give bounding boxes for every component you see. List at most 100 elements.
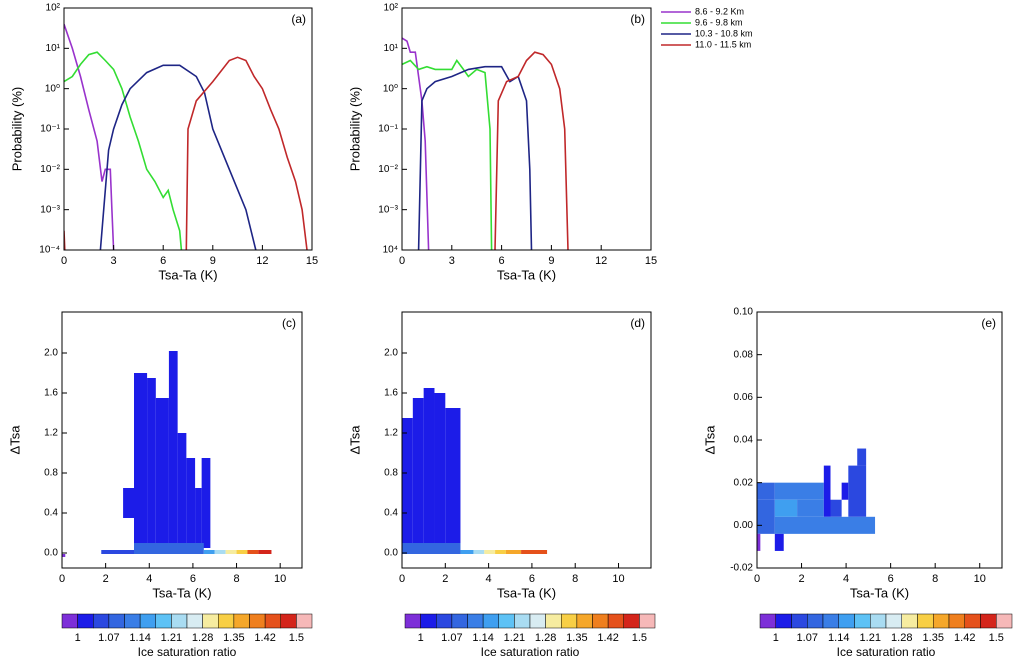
- colorbar-swatch: [296, 613, 313, 629]
- colorbar-swatch: [124, 613, 141, 629]
- x-tick-label: 12: [256, 255, 268, 267]
- x-tick-label: 10: [612, 573, 624, 585]
- colorbar-tick-label: 1.5: [632, 632, 647, 644]
- heatmap-cell: [473, 550, 485, 554]
- x-tick-label: 0: [61, 255, 67, 267]
- heatmap-cell: [460, 550, 474, 554]
- y-axis-title: ΔTsa: [347, 425, 362, 455]
- colorbar-swatch: [108, 613, 125, 629]
- y-tick-label: -0.02: [730, 563, 753, 574]
- y-tick-label: 1.6: [44, 388, 58, 399]
- y-tick-label: 10¹: [46, 43, 61, 54]
- y-tick-label: 1.2: [44, 428, 58, 439]
- colorbar-swatch: [822, 613, 839, 629]
- panel-label: (b): [630, 12, 645, 26]
- y-tick-label: 10²: [384, 3, 399, 14]
- panel-label: (d): [630, 316, 645, 330]
- y-axis-title: Probability (%): [347, 87, 362, 172]
- plot-frame: [401, 7, 652, 251]
- plot-frame: [401, 311, 652, 569]
- colorbar-swatch: [186, 613, 203, 629]
- x-tick-label: 10: [974, 573, 986, 585]
- series-line: [99, 64, 257, 250]
- panel: 0 3 6 9 12 15 10⁻⁴ 10⁻³ 10⁻² 10⁻¹ 10⁰ 10¹ 10² (a) Tsa-…: [9, 3, 318, 283]
- x-tick-label: 12: [595, 255, 607, 267]
- x-tick-label: 2: [798, 573, 804, 585]
- y-tick-label: 10⁻⁴: [39, 245, 60, 256]
- y-axis-title: ΔTsa: [702, 425, 717, 455]
- heatmap-cell: [123, 488, 134, 518]
- y-tick-label: 10⁻²: [378, 164, 398, 175]
- plot-frame: [61, 311, 303, 569]
- colorbar-swatch: [576, 613, 593, 629]
- colorbar-tick-label: 1.42: [954, 632, 975, 644]
- heatmap-cell: [797, 499, 824, 517]
- x-axis-title: Tsa-Ta (K): [497, 267, 556, 282]
- x-tick-label: 0: [754, 573, 760, 585]
- plot-area: [64, 23, 308, 250]
- colorbar-tick-label: 1: [75, 632, 81, 644]
- heatmap-cell: [774, 499, 798, 517]
- colorbar-label: Ice saturation ratio: [138, 645, 237, 659]
- series-line: [402, 59, 493, 250]
- y-tick-label: 0.8: [44, 468, 58, 479]
- y-tick-label: 10⁻³: [378, 204, 398, 215]
- heatmap-cell: [857, 448, 867, 466]
- colorbar-swatch: [467, 613, 484, 629]
- x-tick-label: 6: [499, 255, 505, 267]
- y-tick-label: 10⁻²: [40, 164, 60, 175]
- heatmap-cell: [62, 554, 66, 557]
- colorbar-swatch: [420, 613, 437, 629]
- legend-label: 9.6 - 9.8 km: [695, 17, 743, 27]
- colorbar-tick-label: 1.42: [254, 632, 275, 644]
- colorbar-tick-label: 1.5: [989, 632, 1004, 644]
- colorbar-swatch: [561, 613, 578, 629]
- heatmap-cell: [402, 550, 461, 554]
- heatmap-cell: [101, 550, 134, 554]
- colorbar-label: Ice saturation ratio: [481, 645, 580, 659]
- colorbar-swatch: [514, 613, 531, 629]
- colorbar-swatch: [592, 613, 609, 629]
- y-tick-label: 10⁰: [383, 83, 398, 94]
- heatmap-cell: [134, 550, 204, 554]
- x-tick-label: 6: [888, 573, 894, 585]
- x-tick-label: 6: [190, 573, 196, 585]
- series-line: [494, 51, 569, 250]
- x-axis-title: Tsa-Ta (K): [850, 585, 909, 600]
- colorbar-tick-label: 1.35: [566, 632, 587, 644]
- heatmap-cell: [757, 533, 761, 551]
- colorbar-swatch: [885, 613, 902, 629]
- colorbar-swatch: [791, 613, 808, 629]
- x-tick-label: 0: [399, 255, 405, 267]
- heatmap-cell: [412, 398, 424, 543]
- colorbar-swatch: [233, 613, 250, 629]
- heatmap-cell: [402, 543, 461, 550]
- y-tick-label: 0.06: [734, 392, 754, 403]
- colorbar-swatch: [623, 613, 640, 629]
- colorbar-tick-label: 1.28: [192, 632, 213, 644]
- heatmap-cell: [521, 550, 548, 554]
- plot-area: [402, 37, 569, 250]
- colorbar-tick-label: 1.07: [441, 632, 462, 644]
- heatmap-cell: [774, 516, 876, 534]
- colorbar-swatch: [139, 613, 156, 629]
- colorbar-swatch: [838, 613, 855, 629]
- x-tick-label: 2: [103, 573, 109, 585]
- x-tick-label: 8: [572, 573, 578, 585]
- x-tick-label: 4: [486, 573, 492, 585]
- x-tick-label: 6: [160, 255, 166, 267]
- heatmap-cell: [495, 550, 506, 554]
- heatmap-cell: [445, 408, 461, 543]
- colorbar-swatch: [280, 613, 297, 629]
- colorbar-swatch: [917, 613, 934, 629]
- x-tick-label: 15: [306, 255, 318, 267]
- colorbar-swatch: [933, 613, 950, 629]
- colorbar-swatch: [451, 613, 468, 629]
- series-line: [417, 65, 533, 250]
- colorbar-swatch: [607, 613, 624, 629]
- y-tick-label: 2.0: [384, 348, 398, 359]
- y-tick-label: 0.04: [734, 435, 754, 446]
- heatmap-cell: [830, 499, 842, 517]
